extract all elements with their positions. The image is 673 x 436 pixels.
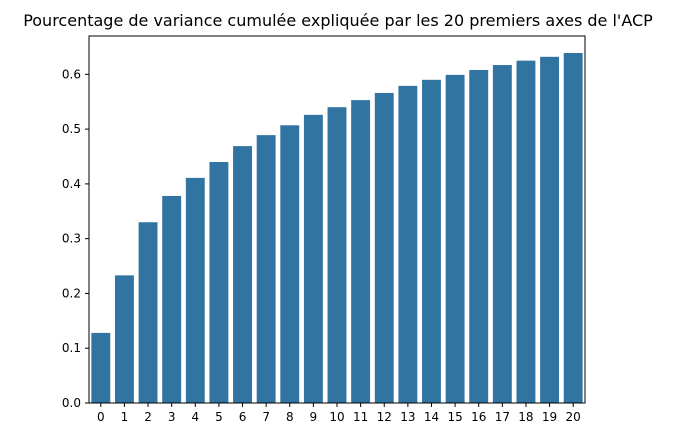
x-tick-label: 9 (310, 410, 318, 424)
bar-5 (209, 161, 229, 403)
x-tick-label: 10 (329, 410, 344, 424)
x-tick-label: 19 (542, 410, 557, 424)
x-tick-label: 18 (518, 410, 533, 424)
x-axis: 0 1 2 3 4 5 6 7 8 9 10 11 12 13 14 15 16 17 18 19 20 (97, 403, 581, 424)
bar-2 (138, 222, 158, 403)
bar-6 (233, 146, 252, 403)
bar-9 (303, 114, 323, 403)
bar-10 (327, 107, 347, 404)
x-tick-label: 17 (495, 410, 510, 424)
bar-17 (492, 65, 512, 403)
x-tick-label: 7 (262, 410, 270, 424)
x-tick-label: 12 (377, 410, 392, 424)
y-tick-label: 0.2 (62, 286, 81, 300)
bar-0 (91, 332, 111, 403)
x-tick-label: 1 (121, 410, 129, 424)
y-tick-label: 0.1 (62, 341, 81, 355)
bar-8 (280, 125, 300, 403)
bar-3 (162, 195, 182, 403)
bar-14 (422, 79, 441, 403)
x-tick-label: 6 (239, 410, 247, 424)
x-tick-label: 8 (286, 410, 294, 424)
x-tick-label: 15 (447, 410, 462, 424)
y-tick-label: 0.6 (62, 67, 81, 81)
x-tick-label: 0 (97, 410, 105, 424)
x-tick-label: 13 (400, 410, 415, 424)
bar-18 (516, 60, 536, 404)
bar-19 (540, 56, 560, 404)
x-tick-label: 5 (215, 410, 223, 424)
bar-15 (445, 74, 465, 403)
y-axis: 0.0 0.1 0.2 0.3 0.4 0.5 0.6 (62, 67, 89, 410)
bar-16 (469, 69, 489, 404)
bar-11 (351, 100, 371, 403)
bar-13 (398, 85, 418, 403)
y-tick-label: 0.0 (62, 396, 81, 410)
x-tick-label: 3 (168, 410, 176, 424)
y-tick-label: 0.3 (62, 232, 81, 246)
bar-1 (114, 275, 134, 403)
plot-frame (88, 35, 586, 404)
bar-20 (563, 52, 583, 403)
bar-12 (374, 92, 394, 403)
x-tick-label: 16 (471, 410, 486, 424)
x-tick-label: 4 (191, 410, 199, 424)
bars-group (91, 52, 583, 404)
y-tick-label: 0.4 (62, 177, 81, 191)
x-tick-label: 11 (353, 410, 368, 424)
bar-4 (185, 177, 205, 403)
chart-title: Pourcentage de variance cumulée expliqué… (23, 11, 653, 30)
y-tick-label: 0.5 (62, 122, 81, 136)
x-tick-label: 20 (566, 410, 581, 424)
x-tick-label: 14 (424, 410, 439, 424)
x-tick-label: 2 (144, 410, 152, 424)
bar-7 (256, 135, 276, 403)
